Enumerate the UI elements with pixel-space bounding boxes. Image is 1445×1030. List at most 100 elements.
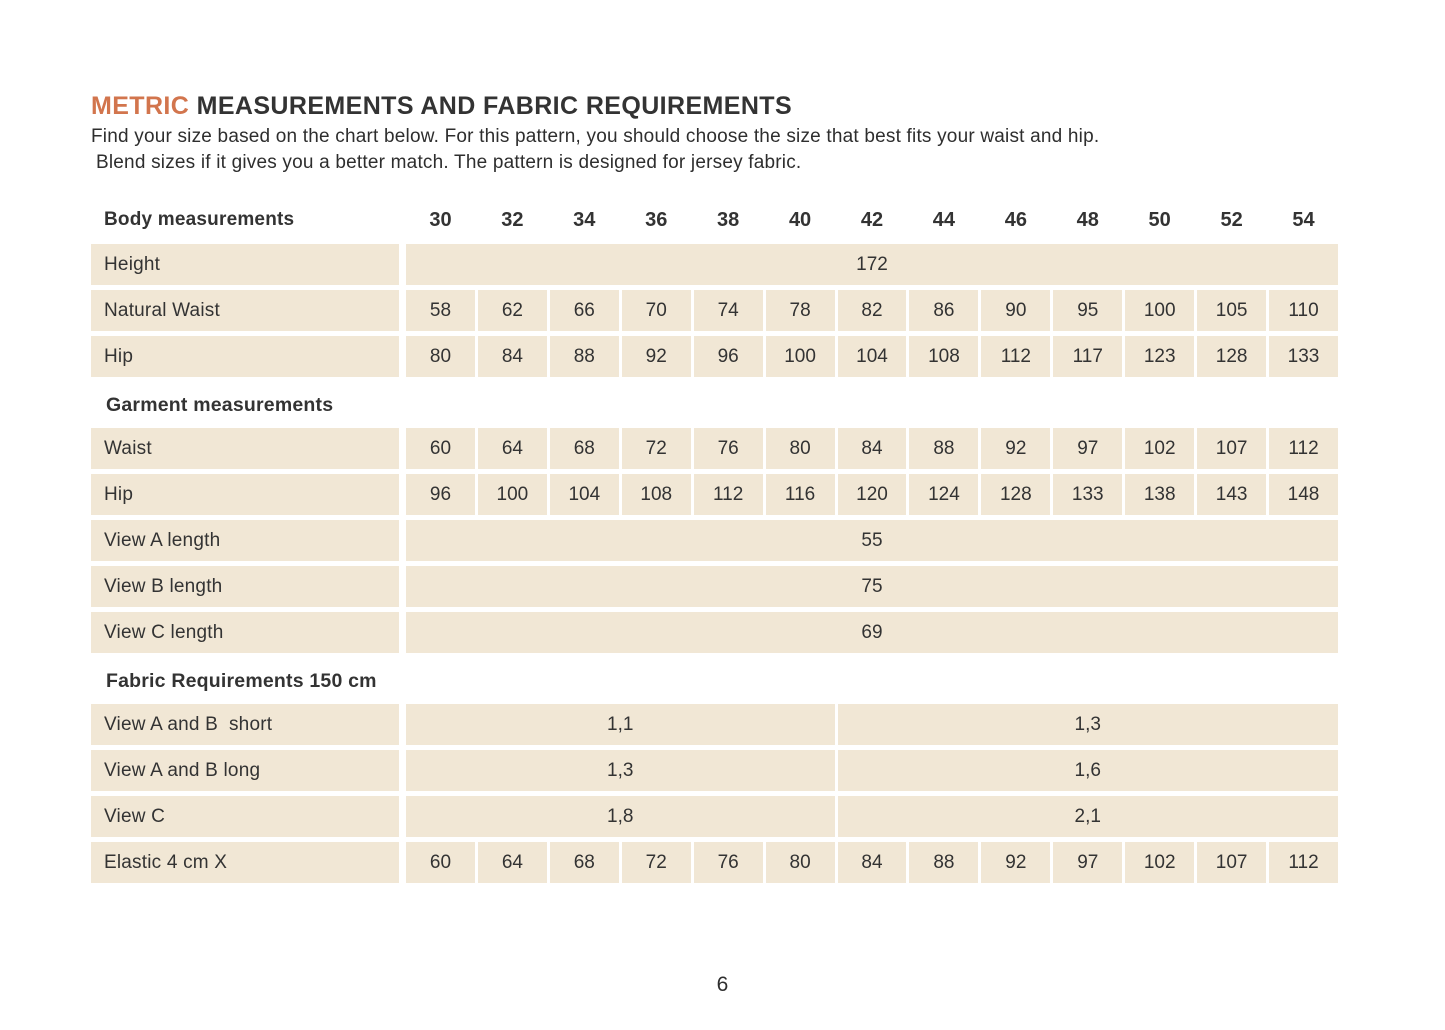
value-cell: 148 xyxy=(1269,474,1338,515)
value-cell: 60 xyxy=(406,842,475,883)
value-cell: 128 xyxy=(981,474,1051,515)
value-cell: 107 xyxy=(1197,842,1267,883)
size-header-cell: 30 xyxy=(429,208,452,231)
table-row: Height 172 xyxy=(91,244,1338,285)
value-cell: 100 xyxy=(1125,290,1195,331)
value-cell: 76 xyxy=(693,842,763,883)
size-header-cell: 48 xyxy=(1076,208,1099,231)
row-label: Elastic 4 cm X xyxy=(91,842,399,883)
table-row: Elastic 4 cm X 60 64 68 72 76 80 84 88 92 97 102 107… xyxy=(91,842,1338,883)
row-data-area: 69 xyxy=(406,612,1338,653)
value-cell: 78 xyxy=(765,290,835,331)
table-header-label: Body measurements xyxy=(104,209,295,230)
value-cell: 70 xyxy=(621,290,691,331)
value-cell: 62 xyxy=(477,290,547,331)
row-data-area: 75 xyxy=(406,566,1338,607)
row-label: Natural Waist xyxy=(91,290,399,331)
table-row: View A and B long 1,3 1,6 xyxy=(91,750,1338,791)
value-cell: 68 xyxy=(549,428,619,469)
value-cell: 124 xyxy=(909,474,979,515)
value-cell: 80 xyxy=(406,336,475,377)
value-cell: 72 xyxy=(621,428,691,469)
value-cell: 1,1 xyxy=(406,704,835,745)
value-cell: 84 xyxy=(837,842,907,883)
table-row: View C length 69 xyxy=(91,612,1338,653)
value-cell: 112 xyxy=(981,336,1051,377)
table-row: Hip 80 84 88 92 96 100 104 108 112 117 123 128 133 xyxy=(91,336,1338,377)
value-cell: 88 xyxy=(549,336,619,377)
value-cell: 105 xyxy=(1197,290,1267,331)
row-label: Hip xyxy=(91,474,399,515)
page-title-rest: MEASUREMENTS AND FABRIC REQUIREMENTS xyxy=(196,92,793,120)
row-data-area: 55 xyxy=(406,520,1338,561)
value-cell: 96 xyxy=(406,474,475,515)
value-cell: 117 xyxy=(1053,336,1123,377)
value-cell: 2,1 xyxy=(837,796,1338,837)
value-cell: 1,6 xyxy=(837,750,1338,791)
row-label: View B length xyxy=(91,566,399,607)
section-header: Fabric Requirements 150 cm xyxy=(106,669,377,692)
value-cell: 64 xyxy=(477,842,547,883)
size-header-cell: 40 xyxy=(788,208,812,231)
value-cell: 92 xyxy=(621,336,691,377)
row-label: View A and B long xyxy=(91,750,399,791)
value-cell: 172 xyxy=(406,244,1338,285)
value-cell: 84 xyxy=(477,336,547,377)
size-header-cell: 36 xyxy=(645,208,668,231)
value-cell: 123 xyxy=(1125,336,1195,377)
row-data-area: 172 xyxy=(406,244,1338,285)
value-cell: 107 xyxy=(1197,428,1267,469)
table-row: Natural Waist 58 62 66 70 74 78 82 86 90 95 100 105 1… xyxy=(91,290,1338,331)
size-header-cell: 34 xyxy=(573,208,596,231)
size-header-cell: 44 xyxy=(932,208,956,231)
size-header-cell: 50 xyxy=(1148,208,1171,231)
page-title-accent: METRIC xyxy=(91,92,190,120)
intro-line-2: Blend sizes if it gives you a better mat… xyxy=(96,152,802,173)
row-label: Height xyxy=(91,244,399,285)
measurements-table: Body measurements 30 32 34 36 38 40 42 44 46 48 50… xyxy=(91,200,1338,883)
value-cell: 110 xyxy=(1269,290,1338,331)
page-number: 6 xyxy=(716,973,729,996)
table-row: Waist 60 64 68 72 76 80 84 88 92 97 102 107 112 xyxy=(91,428,1338,469)
size-header-cell: 38 xyxy=(717,208,740,231)
value-cell: 116 xyxy=(765,474,835,515)
table-rows: Height 172 Natural Waist 58 62 66 70 74 78 82 86 90… xyxy=(91,244,1338,883)
value-cell: 84 xyxy=(837,428,907,469)
value-cell: 72 xyxy=(621,842,691,883)
page-title: METRIC MEASUREMENTS AND FABRIC REQUIREME… xyxy=(91,92,1338,121)
value-cell: 112 xyxy=(1269,842,1338,883)
value-cell: 76 xyxy=(693,428,763,469)
size-header-cell: 52 xyxy=(1220,208,1243,231)
table-row: View A and B short 1,1 1,3 xyxy=(91,704,1338,745)
value-cell: 80 xyxy=(765,428,835,469)
row-data-area: 96 100 104 108 112 116 120 124 128 133 138 143 148 xyxy=(406,474,1338,515)
size-header-cell: 32 xyxy=(501,208,524,231)
row-data-area: 80 84 88 92 96 100 104 108 112 117 123 128 133 xyxy=(406,336,1338,377)
value-cell: 90 xyxy=(981,290,1051,331)
value-cell: 100 xyxy=(765,336,835,377)
size-header-cell: 46 xyxy=(1004,208,1027,231)
row-label: View A length xyxy=(91,520,399,561)
section-header: Garment measurements xyxy=(106,393,334,416)
value-cell: 120 xyxy=(837,474,907,515)
value-cell: 102 xyxy=(1125,842,1195,883)
size-header-cell: 42 xyxy=(860,208,884,231)
value-cell: 88 xyxy=(909,842,979,883)
value-cell: 75 xyxy=(406,566,1338,607)
value-cell: 104 xyxy=(549,474,619,515)
value-cell: 64 xyxy=(477,428,547,469)
value-cell: 88 xyxy=(909,428,979,469)
value-cell: 1,3 xyxy=(837,704,1338,745)
value-cell: 108 xyxy=(621,474,691,515)
value-cell: 143 xyxy=(1197,474,1267,515)
table-row: View B length 75 xyxy=(91,566,1338,607)
value-cell: 92 xyxy=(981,428,1051,469)
row-label: View C xyxy=(91,796,399,837)
row-data-area: 1,3 1,6 xyxy=(406,750,1338,791)
value-cell: 92 xyxy=(981,842,1051,883)
value-cell: 95 xyxy=(1053,290,1123,331)
row-label: View C length xyxy=(91,612,399,653)
value-cell: 69 xyxy=(406,612,1338,653)
table-header-row: Body measurements 30 32 34 36 38 40 42 44 46 48 50… xyxy=(91,200,1338,240)
value-cell: 96 xyxy=(693,336,763,377)
